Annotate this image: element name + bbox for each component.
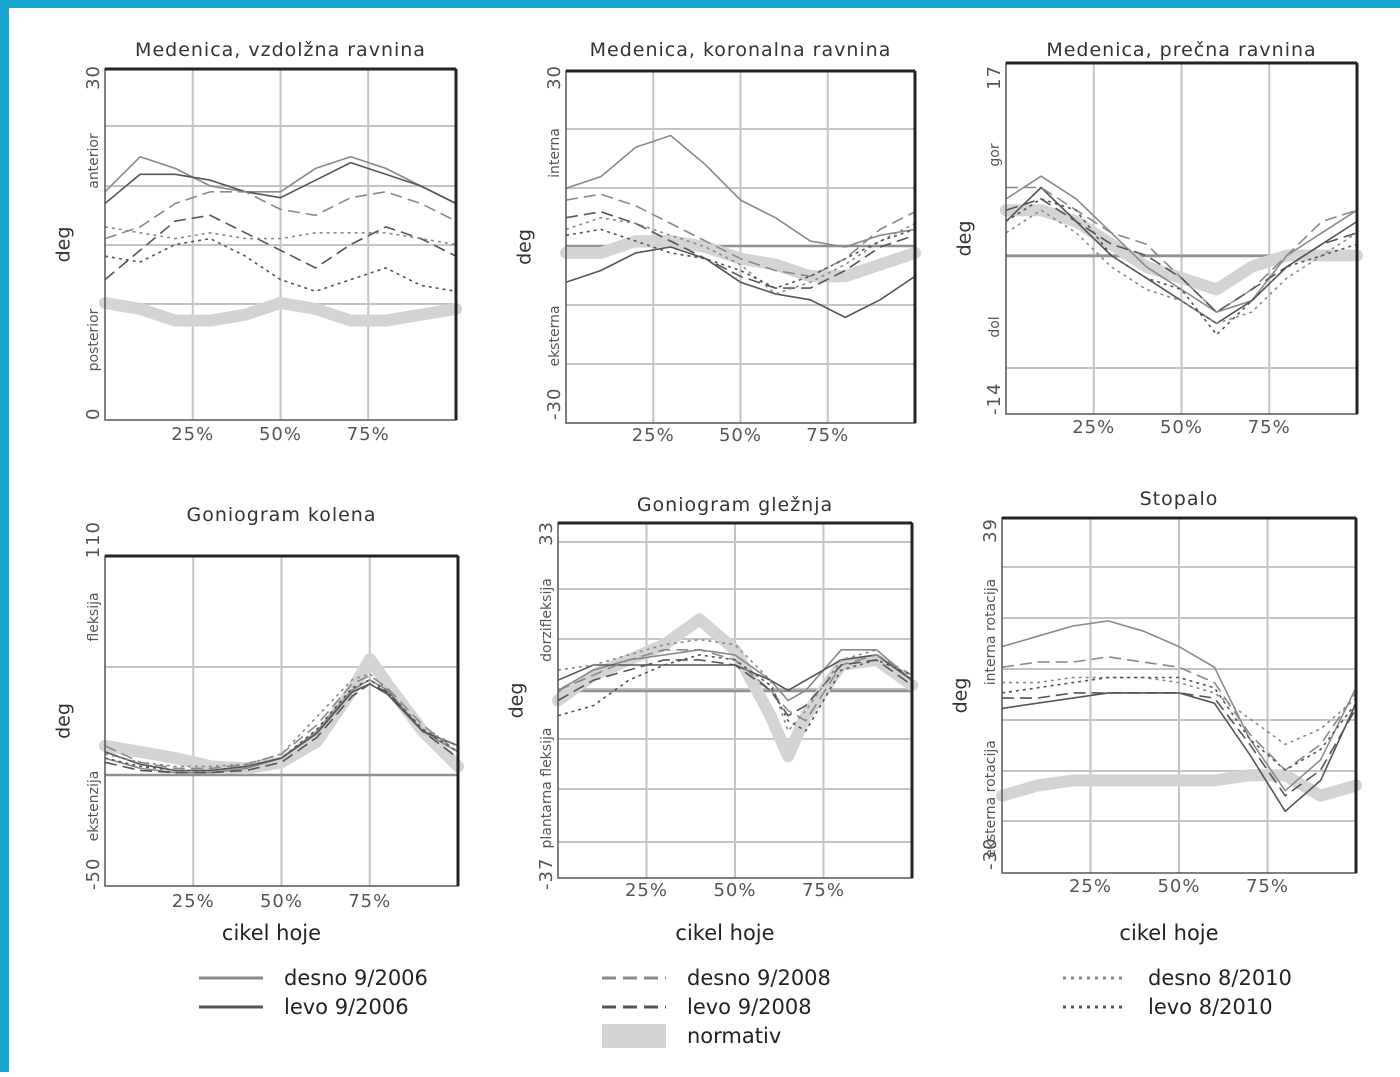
- y-tick-label: -50: [83, 858, 104, 890]
- x-tick-label: 75%: [347, 424, 390, 445]
- y-tick-label: -14: [984, 383, 1005, 415]
- chart-panel-6: Stopalo 25% 50% 75% -30 39 interna rotacija eks…: [950, 488, 1357, 945]
- legend-swatch: [602, 1024, 666, 1048]
- chart-panel-1: Medenica, vzdolžna ravnina 25% 50% 75% 0 30 an…: [53, 39, 457, 445]
- legend-label: desno 9/2008: [687, 966, 831, 990]
- x-axis-label: cikel hoje: [1119, 921, 1218, 945]
- y-axis-label: deg: [53, 227, 75, 263]
- chart-title: Medenica, prečna ravnina: [1046, 39, 1316, 61]
- y-axis-label: deg: [950, 678, 972, 714]
- region-label-upper: anterior: [86, 133, 102, 189]
- chart-panel-4: Goniogram kolena 25% 50% 75% -50 110 fleksija e…: [53, 504, 459, 945]
- y-tick-label: 17: [984, 65, 1005, 90]
- x-tick-label: 50%: [1160, 417, 1203, 438]
- region-label-lower: dol: [987, 316, 1003, 337]
- x-tick-label: 75%: [806, 425, 849, 446]
- legend-label: levo 9/2008: [687, 995, 812, 1019]
- legend-label: levo 9/2006: [284, 995, 409, 1019]
- gait-analysis-figure: Medenica, vzdolžna ravnina 25% 50% 75% 0 30 an…: [9, 8, 1400, 1072]
- region-label-upper: gor: [987, 143, 1003, 166]
- region-label-lower: posterior: [86, 308, 102, 371]
- legend-item: levo 8/2010: [1063, 995, 1273, 1019]
- y-tick-label: 33: [536, 521, 557, 546]
- legend-item: levo 9/2008: [602, 995, 812, 1019]
- legend-label: desno 8/2010: [1148, 966, 1292, 990]
- y-tick-label: 30: [544, 65, 565, 90]
- legend-label: normativ: [687, 1024, 781, 1048]
- legend: desno 9/2006 levo 9/2006 desno 9/2008 levo …: [199, 966, 1292, 1048]
- chart-title: Goniogram kolena: [187, 504, 377, 526]
- x-tick-label: 50%: [713, 880, 756, 901]
- chart-panel-5: Goniogram gležnja 25% 50% 75% -37 33 dorziflek…: [506, 494, 913, 945]
- legend-label: levo 8/2010: [1148, 995, 1273, 1019]
- legend-item: levo 9/2006: [199, 995, 409, 1019]
- chart-title: Stopalo: [1140, 488, 1219, 510]
- y-axis-label: deg: [954, 221, 976, 257]
- region-label-lower: eksterna rotacija: [983, 740, 999, 858]
- x-tick-label: 50%: [1157, 876, 1200, 897]
- region-label-lower: ekstenzija: [86, 771, 102, 842]
- legend-item: desno 9/2006: [199, 966, 428, 990]
- chart-panel-2: Medenica, koronalna ravnina 25% 50% 75% -30 3…: [514, 39, 916, 446]
- region-label-lower: eksterna: [547, 305, 563, 366]
- y-tick-label: 110: [83, 521, 104, 558]
- region-label-upper: fleksija: [86, 592, 102, 641]
- region-label-upper: interna: [547, 128, 563, 178]
- x-tick-label: 25%: [1069, 876, 1112, 897]
- x-tick-label: 75%: [802, 880, 845, 901]
- x-tick-label: 25%: [632, 425, 675, 446]
- chart-panel-3: Medenica, prečna ravnina 25% 50% 75% -14 17 go…: [954, 39, 1358, 438]
- x-tick-label: 25%: [625, 880, 668, 901]
- x-tick-label: 25%: [172, 891, 215, 912]
- x-tick-label: 25%: [171, 424, 214, 445]
- y-axis-label: deg: [53, 703, 75, 739]
- chart-title: Goniogram gležnja: [637, 494, 833, 516]
- x-axis-label: cikel hoje: [675, 921, 774, 945]
- legend-label: desno 9/2006: [284, 966, 428, 990]
- legend-item: desno 9/2008: [602, 966, 831, 990]
- x-tick-label: 50%: [719, 425, 762, 446]
- y-tick-label: -30: [544, 388, 565, 420]
- region-label-lower: plantarna fleksija: [539, 728, 555, 849]
- x-tick-label: 75%: [1246, 876, 1289, 897]
- chart-title: Medenica, vzdolžna ravnina: [135, 39, 426, 61]
- legend-item: desno 8/2010: [1063, 966, 1292, 990]
- y-axis-label: deg: [506, 683, 528, 719]
- x-tick-label: 75%: [348, 891, 391, 912]
- x-axis-label: cikel hoje: [222, 921, 321, 945]
- x-tick-label: 50%: [260, 891, 303, 912]
- x-tick-label: 25%: [1072, 417, 1115, 438]
- x-tick-label: 50%: [259, 424, 302, 445]
- y-tick-label: 0: [83, 408, 104, 420]
- y-tick-label: 39: [980, 518, 1001, 543]
- chart-title: Medenica, koronalna ravnina: [590, 39, 892, 61]
- region-label-upper: dorzifleksija: [539, 578, 555, 662]
- region-label-upper: interna rotacija: [983, 579, 999, 685]
- y-tick-label: 30: [83, 65, 104, 90]
- legend-item: normativ: [602, 1024, 781, 1048]
- x-tick-label: 75%: [1248, 417, 1291, 438]
- y-tick-label: -37: [536, 858, 557, 890]
- y-axis-label: deg: [514, 229, 536, 265]
